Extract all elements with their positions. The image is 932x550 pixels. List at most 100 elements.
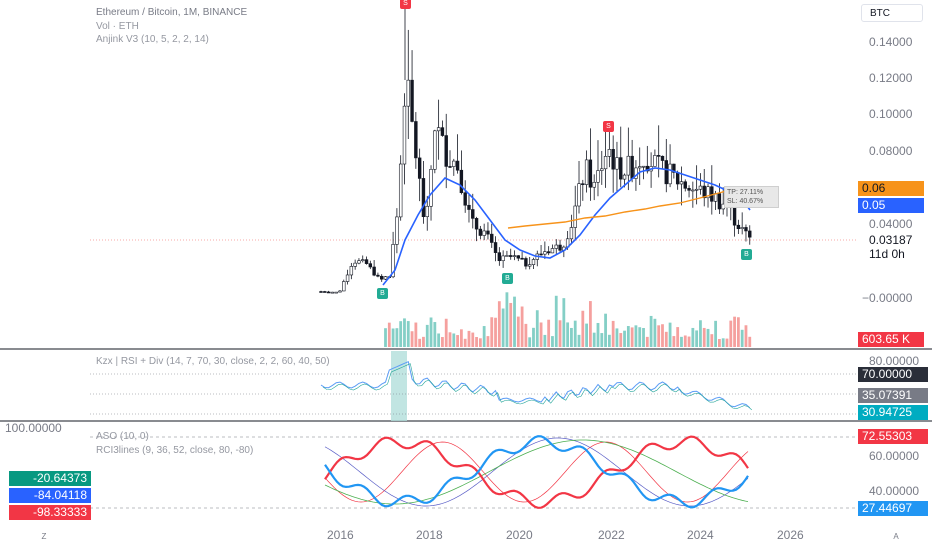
volume-bar: [528, 337, 532, 347]
volume-bar: [592, 332, 596, 347]
candle-body: [474, 218, 479, 230]
volume-bar: [444, 318, 448, 347]
volume-bar: [410, 331, 414, 347]
volume-bar: [566, 322, 570, 347]
volume-tag: 603.65 K: [858, 332, 924, 347]
volume-bar: [680, 336, 683, 347]
volume-bar: [736, 317, 740, 347]
candle-body: [573, 205, 577, 228]
candle-body: [512, 255, 517, 257]
volume-bar: [418, 338, 422, 347]
volume-bar: [384, 328, 387, 347]
volume-bar: [524, 323, 528, 347]
volume-bar: [710, 334, 714, 347]
rci-mid-line: [324, 437, 749, 507]
candle-body: [634, 167, 638, 179]
rci-short-value: -20.64373: [9, 471, 91, 486]
volume-bar: [588, 301, 592, 347]
volume-bar: [395, 328, 399, 347]
rci-legend: RCI3lines (9, 36, 52, close, 80, -80): [96, 445, 254, 456]
aso-tick: 60.00000: [869, 449, 920, 463]
volume-bar: [422, 336, 425, 347]
volume-bar: [687, 336, 691, 347]
volume-bar: [649, 315, 653, 347]
orange-moving-average: [507, 186, 749, 229]
volume-bar: [505, 292, 509, 347]
aso-bull-line: [324, 435, 749, 509]
candle-body: [527, 264, 532, 267]
auto-scale-button[interactable]: A: [893, 532, 899, 541]
candle-body: [323, 291, 327, 293]
candle-body: [706, 186, 710, 199]
volume-bar: [482, 326, 486, 347]
candle-body: [380, 275, 384, 280]
candle-body: [486, 230, 490, 235]
candle-body: [679, 181, 684, 185]
volume-bar: [562, 298, 566, 347]
candle-body: [546, 251, 551, 254]
candle-body: [436, 127, 441, 132]
candle-body: [611, 149, 615, 170]
candle-body: [463, 192, 467, 206]
zoom-button[interactable]: Z: [41, 532, 47, 541]
candle-body: [398, 163, 403, 218]
currency-button[interactable]: BTC: [861, 4, 923, 22]
volume-bar: [456, 335, 459, 347]
countdown-label: 11d 0h: [869, 247, 905, 261]
candle-body: [615, 157, 619, 170]
candle-body: [391, 244, 395, 278]
aso-bull-tag: 72.55303: [858, 429, 928, 444]
volume-bar: [718, 338, 721, 347]
volume-bar: [387, 322, 391, 347]
candle-body: [376, 274, 380, 277]
volume-bar: [664, 331, 668, 347]
volume-bar: [520, 306, 524, 347]
rsi-line: [320, 361, 751, 409]
candle-body: [338, 290, 342, 293]
volume-bar: [543, 334, 547, 347]
volume-bar: [501, 308, 505, 347]
candle-body: [600, 168, 604, 171]
candle-body: [675, 172, 680, 185]
buy-signal-marker: B: [377, 288, 388, 299]
candle-body: [345, 274, 350, 282]
candle-body: [698, 185, 703, 190]
volume-bar: [729, 320, 733, 347]
candle-body: [588, 159, 593, 188]
candle-body: [478, 228, 483, 236]
rsi-legend: Kzx | RSI + Div (14, 7, 70, 30, close, 2…: [96, 356, 330, 367]
rsi-main-tag: 35.07391: [858, 388, 928, 403]
candle-body: [509, 255, 513, 257]
volume-bar: [452, 333, 456, 347]
candle-body: [687, 188, 691, 191]
volume-bar: [676, 327, 680, 347]
candle-body: [429, 168, 433, 207]
year-label: 2024: [687, 528, 714, 542]
volume-bar: [535, 310, 539, 347]
volume-bar: [634, 325, 638, 347]
volume-bar: [733, 316, 736, 347]
candle-body: [395, 216, 399, 245]
candle-body: [490, 233, 494, 243]
volume-bar: [467, 330, 471, 347]
candle-body: [357, 260, 361, 264]
candle-body: [740, 227, 744, 230]
volume-bar: [448, 332, 452, 347]
volume-bar: [547, 319, 551, 347]
volume-bar: [490, 317, 494, 347]
candle-body: [516, 255, 521, 259]
volume-bar: [494, 317, 497, 347]
candle-body: [319, 291, 323, 293]
volume-bar: [497, 301, 501, 347]
candle-body: [414, 121, 418, 159]
volume-bar: [702, 327, 706, 347]
volume-bar: [513, 296, 516, 347]
rci-mid-value: -84.04118: [9, 488, 91, 503]
candle-body: [402, 105, 407, 165]
volume-bar: [516, 316, 520, 347]
volume-bar: [642, 327, 645, 347]
buy-signal-marker: B: [502, 273, 513, 284]
candle-body: [539, 253, 543, 256]
volume-bar: [607, 334, 611, 347]
